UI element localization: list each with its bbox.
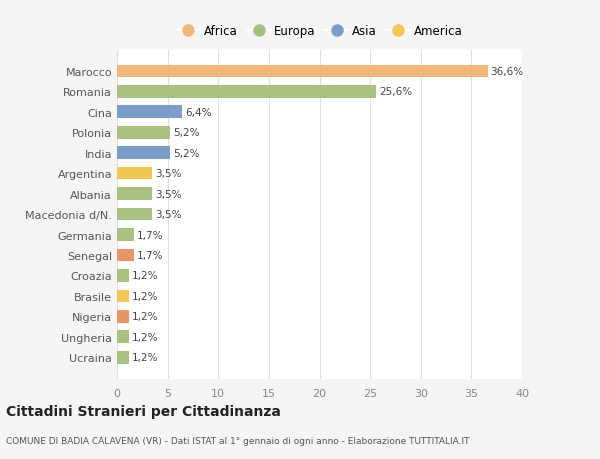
Text: 3,5%: 3,5% (155, 189, 182, 199)
Bar (117, 290, 129, 302)
Text: 1,2%: 1,2% (132, 291, 158, 301)
Text: 3,5%: 3,5% (155, 169, 182, 179)
Text: 1,2%: 1,2% (132, 353, 158, 363)
Text: 6,4%: 6,4% (185, 107, 211, 118)
Bar (117, 249, 134, 262)
Bar (117, 330, 129, 343)
Bar (117, 310, 129, 323)
Text: 5,2%: 5,2% (173, 148, 199, 158)
Bar (117, 65, 488, 78)
Bar (117, 229, 134, 241)
Bar (117, 147, 170, 160)
Bar (117, 351, 129, 364)
Text: 3,5%: 3,5% (155, 210, 182, 219)
Text: 25,6%: 25,6% (379, 87, 412, 97)
Text: COMUNE DI BADIA CALAVENA (VR) - Dati ISTAT al 1° gennaio di ogni anno - Elaboraz: COMUNE DI BADIA CALAVENA (VR) - Dati IST… (6, 436, 470, 445)
Bar (117, 269, 129, 282)
Text: 1,7%: 1,7% (137, 251, 164, 260)
Bar (117, 106, 182, 119)
Text: 1,2%: 1,2% (132, 312, 158, 322)
Text: 1,2%: 1,2% (132, 332, 158, 342)
Bar (117, 208, 152, 221)
Text: 5,2%: 5,2% (173, 128, 199, 138)
Text: Cittadini Stranieri per Cittadinanza: Cittadini Stranieri per Cittadinanza (6, 404, 281, 419)
Text: 36,6%: 36,6% (491, 67, 524, 77)
Bar (117, 168, 152, 180)
Bar (117, 127, 170, 139)
Bar (117, 86, 376, 99)
Legend: Africa, Europa, Asia, America: Africa, Europa, Asia, America (172, 20, 467, 43)
Text: 1,2%: 1,2% (132, 271, 158, 281)
Bar (117, 188, 152, 201)
Text: 1,7%: 1,7% (137, 230, 164, 240)
